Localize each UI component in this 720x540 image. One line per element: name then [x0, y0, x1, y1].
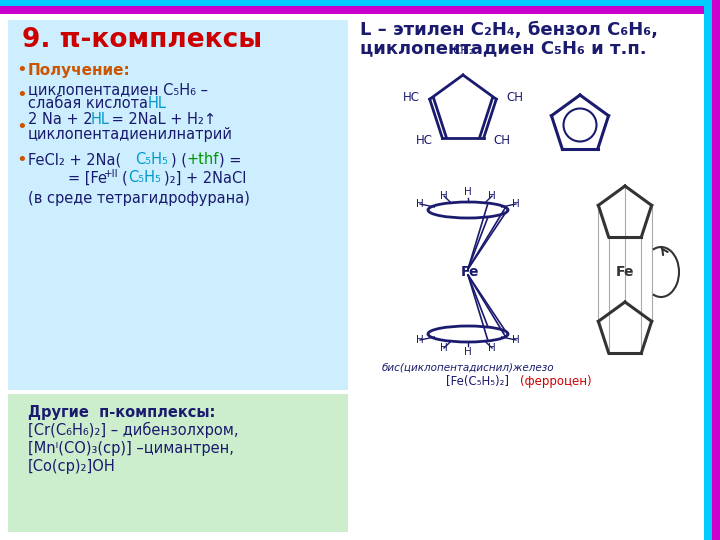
Text: Fe: Fe: [461, 265, 480, 279]
Text: CH: CH: [494, 134, 510, 147]
Text: (в среде тетрагидрофурана): (в среде тетрагидрофурана): [28, 191, 250, 206]
Bar: [704, 0, 712, 540]
Text: H: H: [488, 191, 496, 201]
Text: H: H: [440, 191, 448, 201]
Text: +II: +II: [104, 169, 119, 179]
Text: •: •: [16, 151, 27, 169]
Bar: [0, 0, 720, 6]
Text: Fe: Fe: [616, 265, 634, 279]
Text: (: (: [122, 171, 127, 186]
Text: циклопентадиен C₅H₆ –: циклопентадиен C₅H₆ –: [28, 83, 208, 98]
Text: HC: HC: [415, 134, 433, 147]
Text: ) =: ) =: [219, 152, 241, 167]
Text: )₂] + 2NaCl: )₂] + 2NaCl: [164, 171, 246, 186]
Text: Другие  п-комплексы:: Другие п-комплексы:: [28, 404, 215, 420]
Text: HL: HL: [148, 97, 167, 111]
Text: бис(циклопентадиснил)железо: бис(циклопентадиснил)железо: [382, 363, 554, 373]
Text: +thf: +thf: [187, 152, 220, 167]
Bar: [8, 394, 348, 532]
Bar: [712, 0, 720, 540]
Text: H: H: [416, 335, 424, 345]
Bar: [8, 20, 348, 390]
Text: циклопентадиен C₅H₆ и т.п.: циклопентадиен C₅H₆ и т.п.: [360, 39, 647, 57]
Text: (ферроцен): (ферроцен): [520, 375, 592, 388]
Text: FeCl₂ + 2Na(: FeCl₂ + 2Na(: [28, 152, 121, 167]
Text: H: H: [512, 335, 520, 345]
Text: Получение:: Получение:: [28, 63, 131, 78]
Text: циклопентадиенилнатрий: циклопентадиенилнатрий: [28, 126, 233, 141]
Text: H: H: [488, 343, 496, 353]
Text: 9. π-комплексы: 9. π-комплексы: [22, 27, 262, 53]
Text: = 2NaL + H₂↑: = 2NaL + H₂↑: [107, 112, 216, 127]
Text: CH: CH: [506, 91, 523, 104]
Text: HL: HL: [91, 112, 110, 127]
Text: [Co(cp)₂]OH: [Co(cp)₂]OH: [28, 458, 116, 474]
Text: C₅H₅: C₅H₅: [128, 171, 161, 186]
Text: •: •: [16, 86, 27, 104]
Text: •: •: [16, 118, 27, 136]
Text: 2 Na + 2: 2 Na + 2: [28, 112, 93, 127]
Text: [Fe(C₅H₅)₂]: [Fe(C₅H₅)₂]: [446, 375, 509, 388]
Text: [Cr(C₆H₆)₂] – дибензолхром,: [Cr(C₆H₆)₂] – дибензолхром,: [28, 422, 238, 438]
Text: H: H: [440, 343, 448, 353]
Text: слабая кислота: слабая кислота: [28, 97, 153, 111]
Text: = [Fe: = [Fe: [68, 171, 107, 186]
Text: H: H: [464, 347, 472, 357]
Text: HC: HC: [402, 91, 420, 104]
Text: •: •: [16, 61, 27, 79]
Text: H: H: [512, 199, 520, 209]
Text: H: H: [464, 187, 472, 197]
Text: CH₂: CH₂: [452, 44, 474, 57]
Text: L – этилен C₂H₄, бензол C₆H₆,: L – этилен C₂H₄, бензол C₆H₆,: [360, 21, 658, 39]
Text: [Mnᴵ(CO)₃(cp)] –цимантрен,: [Mnᴵ(CO)₃(cp)] –цимантрен,: [28, 441, 234, 456]
Text: H: H: [416, 199, 424, 209]
Bar: [0, 6, 720, 14]
Text: C₅H₅: C₅H₅: [135, 152, 168, 167]
Text: ) (: ) (: [171, 152, 187, 167]
